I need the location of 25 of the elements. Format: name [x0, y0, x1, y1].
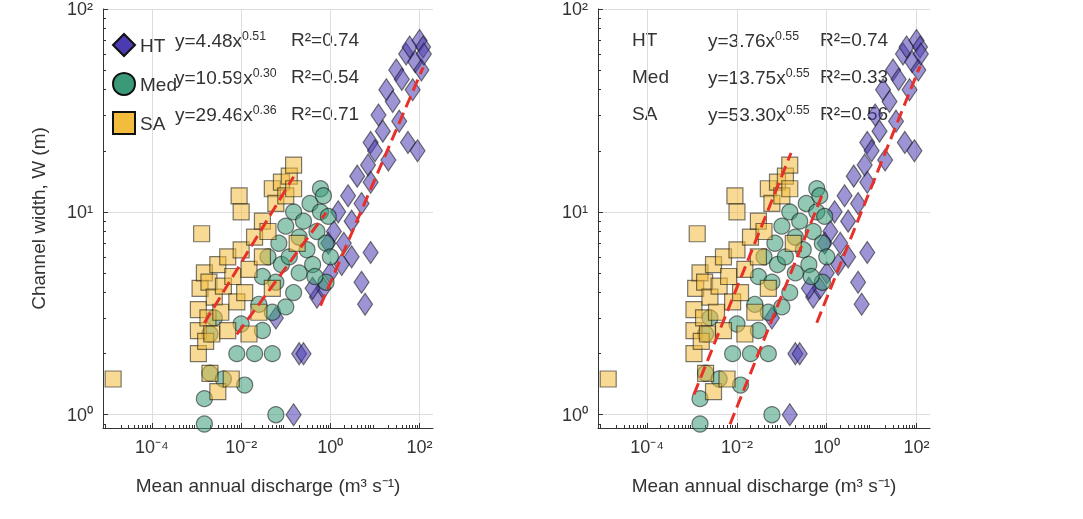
y-tick-label: 10² — [66, 0, 94, 19]
annotation: R²=0.54 — [291, 66, 360, 87]
annotation: R²=0.74 — [820, 29, 889, 50]
x-tick-label: 10⁰ — [317, 437, 344, 457]
annotation: R²=0.33 — [820, 66, 889, 87]
y-tick-label: 10¹ — [561, 201, 589, 222]
x-tick-label: 10⁻⁴ — [630, 437, 665, 457]
y-tick-label: 10⁰ — [66, 404, 93, 425]
y-tick-label: 10² — [561, 0, 589, 19]
x-tick-label: 10² — [903, 437, 930, 457]
y-axis-title: Channel width, W (m) — [28, 127, 49, 310]
annotation: HT — [632, 29, 658, 50]
x-tick-label: 10⁻⁴ — [135, 437, 169, 457]
annotation: SA — [632, 103, 658, 124]
x-tick-label: 10⁻² — [720, 437, 753, 457]
x-tick-label: 10⁰ — [813, 437, 840, 457]
legend-label: SA — [140, 112, 166, 134]
x-tick-label: 10⁻² — [225, 437, 258, 457]
y-tick-label: 10⁰ — [561, 404, 588, 425]
legend-label: HT — [140, 34, 166, 56]
x-tick-label: 10² — [406, 437, 433, 457]
x-axis-title: Mean annual discharge (m³ s⁻¹) — [631, 475, 897, 496]
y-tick-label: 10¹ — [66, 201, 94, 222]
x-axis-title: Mean annual discharge (m³ s⁻¹) — [135, 475, 401, 496]
annotation: Med — [632, 66, 669, 87]
